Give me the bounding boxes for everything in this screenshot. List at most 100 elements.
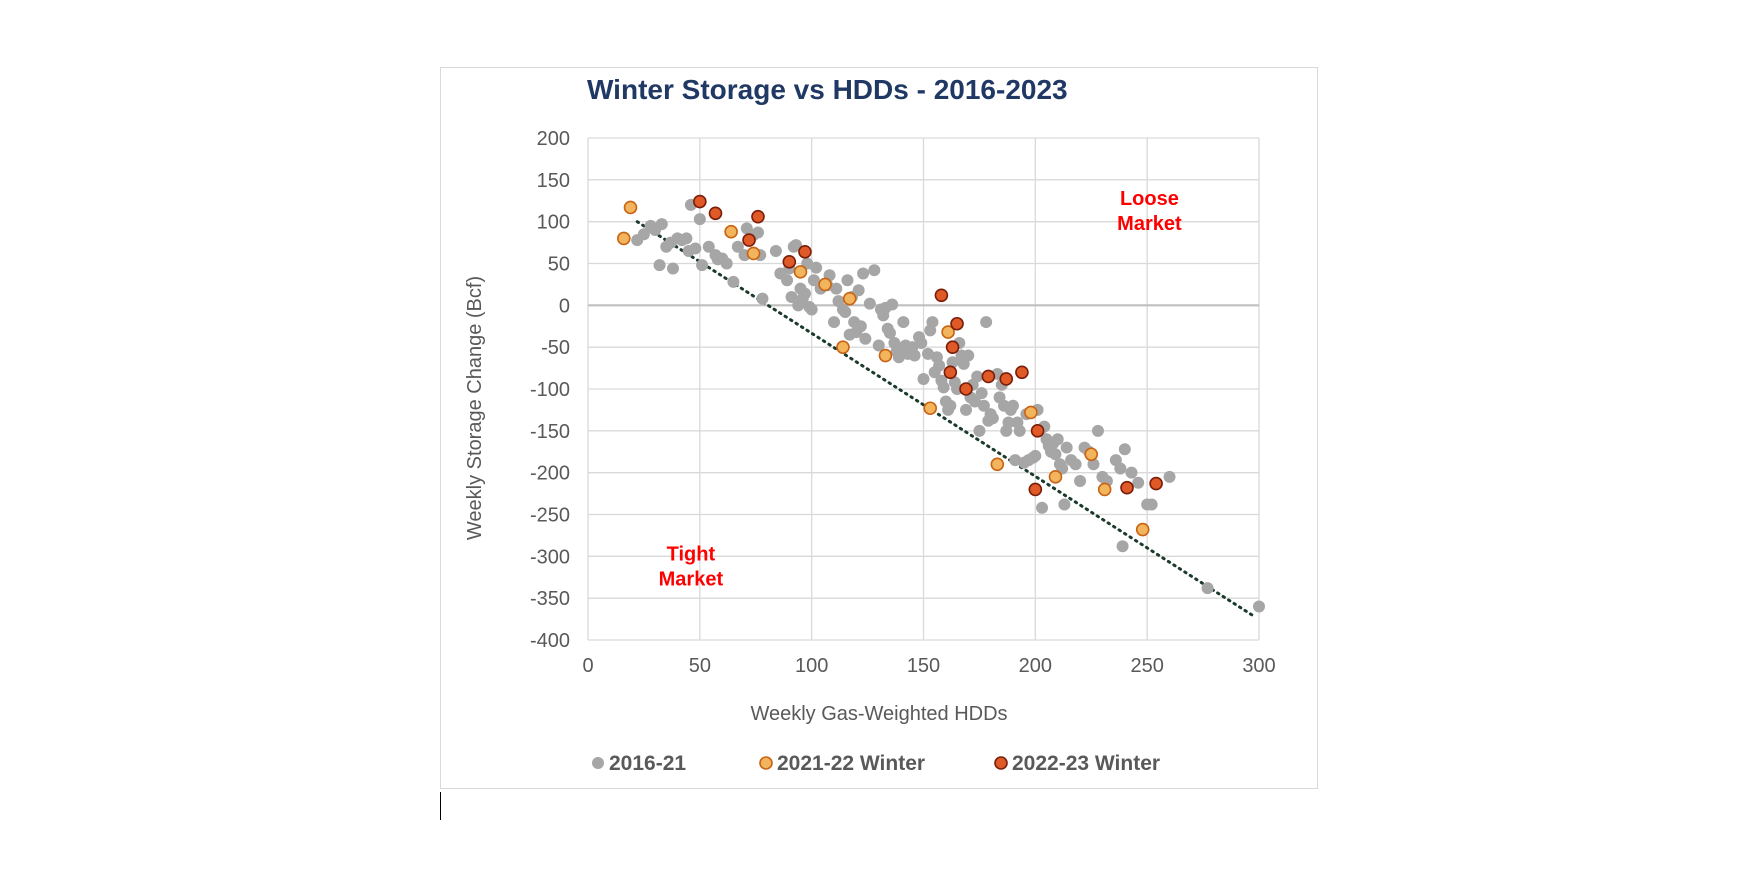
annotations: Loose Market Tight Market	[659, 188, 1182, 591]
x-tick-label: 200	[1019, 655, 1052, 677]
data-point	[977, 399, 990, 412]
data-point	[782, 255, 797, 269]
data-point	[926, 316, 939, 329]
data-point	[696, 259, 709, 272]
data-point	[805, 303, 818, 316]
data-point	[945, 340, 960, 354]
data-point	[839, 306, 852, 319]
data-point	[1015, 365, 1029, 380]
data-point	[1074, 475, 1087, 488]
x-tick-label: 0	[582, 655, 593, 677]
data-point	[1201, 582, 1214, 595]
data-point	[649, 224, 662, 237]
data-point	[742, 233, 756, 247]
data-point	[1120, 480, 1134, 495]
data-point	[975, 387, 988, 400]
data-point	[1084, 447, 1099, 462]
data-point	[1029, 449, 1042, 462]
data-point	[1030, 424, 1045, 438]
data-point	[934, 288, 949, 303]
data-point	[1048, 470, 1063, 484]
data-point	[1163, 470, 1176, 483]
x-tick-label: 300	[1242, 655, 1275, 677]
data-point	[841, 274, 854, 287]
chart-title: Winter Storage vs HDDs - 2016-2023	[587, 74, 1068, 105]
data-point	[1125, 466, 1138, 479]
data-point	[1149, 476, 1163, 491]
legend-marker	[994, 756, 1008, 770]
data-point	[842, 291, 857, 306]
x-tick-label: 100	[795, 655, 828, 677]
data-point	[731, 240, 744, 253]
data-point	[828, 316, 841, 329]
y-tick-label: 150	[537, 170, 570, 192]
series-0	[631, 198, 1265, 613]
data-point	[937, 381, 950, 394]
trendline	[635, 220, 1257, 619]
data-point	[1028, 482, 1043, 497]
legend-label: 2021-22 Winter	[777, 752, 925, 775]
y-tick-label: -300	[530, 546, 570, 568]
data-point	[702, 240, 715, 253]
data-point	[689, 242, 702, 255]
text-cursor	[440, 792, 441, 820]
data-point	[959, 403, 972, 416]
data-point	[863, 297, 876, 310]
data-point	[708, 206, 723, 221]
data-point	[886, 298, 899, 311]
data-point	[1060, 441, 1073, 454]
annotation-text: Market	[1117, 213, 1182, 235]
data-point	[962, 349, 975, 362]
y-tick-label: -150	[530, 421, 570, 443]
data-point	[981, 369, 996, 384]
legend-label: 2016-21	[609, 752, 686, 775]
data-point	[623, 200, 638, 215]
data-point	[1058, 498, 1071, 511]
data-point	[1114, 462, 1127, 475]
data-point	[986, 412, 999, 425]
data-point	[1002, 416, 1015, 429]
data-point	[790, 239, 803, 252]
data-point	[751, 209, 765, 224]
data-point	[933, 359, 946, 372]
y-tick-label: -50	[541, 337, 570, 359]
y-tick-label: 100	[537, 212, 570, 234]
data-point	[946, 356, 959, 369]
data-point	[1036, 501, 1049, 514]
data-point	[944, 399, 957, 412]
data-point	[1024, 405, 1038, 420]
data-point	[999, 372, 1014, 386]
data-point	[1087, 458, 1100, 471]
data-point	[990, 457, 1005, 472]
y-tick-label: 200	[537, 128, 570, 150]
data-point	[693, 194, 707, 209]
data-point	[897, 316, 910, 329]
data-point	[1091, 424, 1104, 437]
y-tick-label: -350	[530, 588, 570, 610]
data-point	[807, 274, 820, 287]
tick-labels: 0 50 100 150 200 250 300 200 150 100 50 0 -50 -100 -15…	[530, 128, 1276, 677]
data-point	[941, 325, 955, 339]
trendline-group	[635, 220, 1257, 619]
data-point	[852, 284, 865, 297]
data-point	[724, 224, 738, 239]
data-point	[959, 382, 973, 396]
data-point	[868, 264, 881, 277]
legend-marker	[592, 757, 604, 769]
data-point	[1145, 498, 1158, 511]
data-point	[720, 257, 733, 270]
data-point	[1013, 424, 1026, 437]
chart-frame: Winter Storage vs HDDs - 2016-2023 0 50 10…	[440, 67, 1318, 789]
x-tick-label: 250	[1130, 655, 1163, 677]
data-point	[830, 282, 843, 295]
data-point	[756, 292, 769, 305]
data-point	[751, 226, 764, 239]
y-tick-label: -200	[530, 463, 570, 485]
data-point	[1253, 600, 1265, 613]
x-axis-label: Weekly Gas-Weighted HDDs	[750, 703, 1007, 725]
data-point	[917, 372, 930, 385]
data-point	[971, 370, 984, 383]
data-point	[680, 232, 693, 245]
scatter-chart: Winter Storage vs HDDs - 2016-2023 0 50 10…	[464, 74, 1276, 775]
data-point	[793, 265, 808, 279]
